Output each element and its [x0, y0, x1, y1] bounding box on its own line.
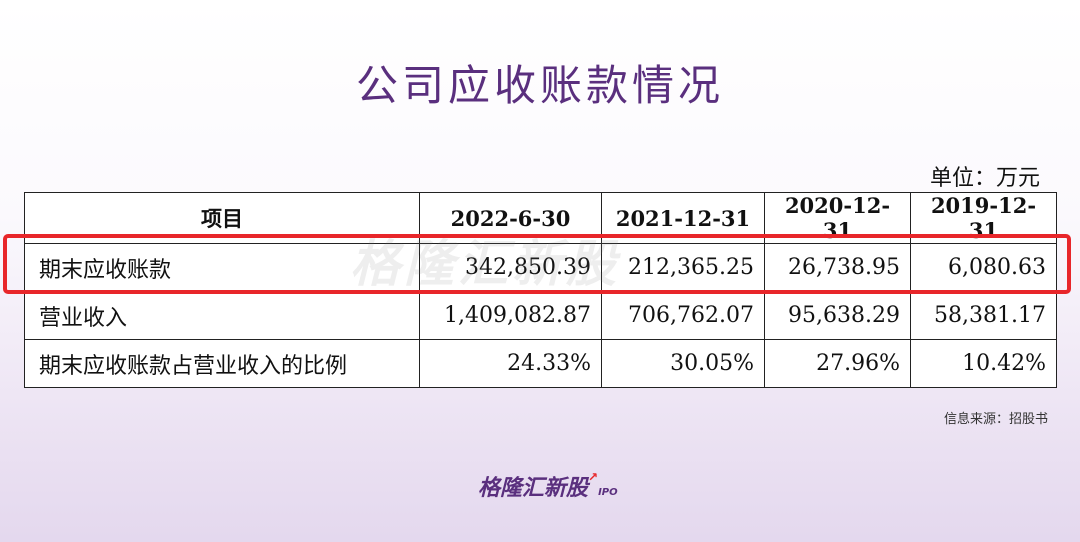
row-label: 期末应收账款 — [24, 243, 420, 292]
row-label: 营业收入 — [24, 291, 420, 340]
cell-value: 706,762.07 — [601, 291, 765, 340]
source-note: 信息来源：招股书 — [943, 412, 1048, 427]
cell-value: 342,850.39 — [419, 243, 602, 292]
cell-value: 6,080.63 — [910, 243, 1057, 292]
cell-value: 58,381.17 — [910, 291, 1057, 340]
cell-value: 95,638.29 — [764, 291, 911, 340]
unit-label: 单位：万元 — [929, 166, 1040, 191]
table-row: 期末应收账款占营业收入的比例 24.33% 30.05% 27.96% 10.4… — [24, 339, 1057, 388]
logo-text: 格隆汇新股 — [478, 476, 589, 501]
cell-value: 30.05% — [601, 339, 765, 388]
cell-value: 24.33% — [419, 339, 602, 388]
highlight-box — [3, 234, 1071, 294]
logo-suffix: IPO — [598, 487, 618, 498]
cell-value: 1,409,082.87 — [419, 291, 602, 340]
cell-value: 10.42% — [910, 339, 1057, 388]
table-row: 期末应收账款 342,850.39 212,365.25 26,738.95 6… — [24, 243, 1057, 292]
arrow-up-icon: ↗ — [588, 470, 599, 484]
watermark: 格隆汇新股 — [350, 235, 620, 293]
cell-value: 26,738.95 — [764, 243, 911, 292]
page-title: 公司应收账款情况 — [355, 61, 724, 110]
table-row: 营业收入 1,409,082.87 706,762.07 95,638.29 5… — [24, 291, 1057, 340]
row-label: 期末应收账款占营业收入的比例 — [24, 339, 420, 388]
brand-logo: 格隆汇新股↗ IPO — [478, 470, 618, 502]
cell-value: 27.96% — [764, 339, 911, 388]
